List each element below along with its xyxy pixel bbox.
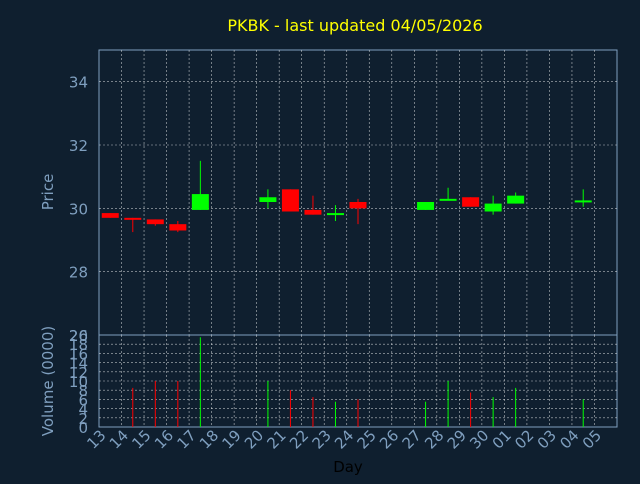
volume-tick-label: 20	[69, 327, 88, 345]
candle-body	[191, 194, 209, 210]
volume-tick-label: 8	[78, 382, 88, 400]
candle-body	[281, 189, 299, 212]
volume-tick-label: 12	[69, 364, 88, 382]
candle-body	[507, 195, 525, 204]
volume-tick-label: 10	[69, 373, 88, 391]
price-tick-label: 26	[69, 327, 88, 345]
volume-tick-label: 14	[69, 355, 88, 373]
candle-body	[349, 202, 367, 209]
volume-tick-label: 0	[78, 419, 88, 437]
candle-body	[304, 209, 322, 215]
price-tick-label: 28	[69, 264, 88, 282]
candle-body	[146, 219, 164, 225]
candle-body	[169, 224, 187, 231]
price-tick-label: 32	[69, 137, 88, 155]
x-axis-label: Day	[333, 458, 363, 476]
candle-body	[259, 197, 277, 202]
volume-tick-label: 18	[69, 336, 88, 354]
volume-tick-label: 4	[78, 401, 88, 419]
price-axis-label: Price	[39, 174, 57, 211]
candle-body	[124, 217, 142, 220]
candle-body	[484, 203, 502, 212]
chart-title: PKBK - last updated 04/05/2026	[227, 16, 482, 35]
price-plot-frame	[98, 49, 618, 336]
candle-body	[462, 197, 480, 207]
candle-body	[574, 200, 592, 203]
candle-body	[101, 213, 119, 218]
price-tick-label: 34	[69, 74, 88, 92]
day-tick-label: 05	[579, 426, 605, 452]
volume-axis-label: Volume (0000)	[39, 326, 57, 436]
price-tick-label: 30	[69, 200, 88, 218]
volume-tick-label: 6	[78, 391, 88, 409]
volume-tick-label: 2	[78, 410, 88, 428]
candle-body	[326, 213, 344, 216]
candle-body	[417, 202, 435, 210]
candle-body	[439, 198, 457, 201]
volume-tick-label: 16	[69, 345, 88, 363]
